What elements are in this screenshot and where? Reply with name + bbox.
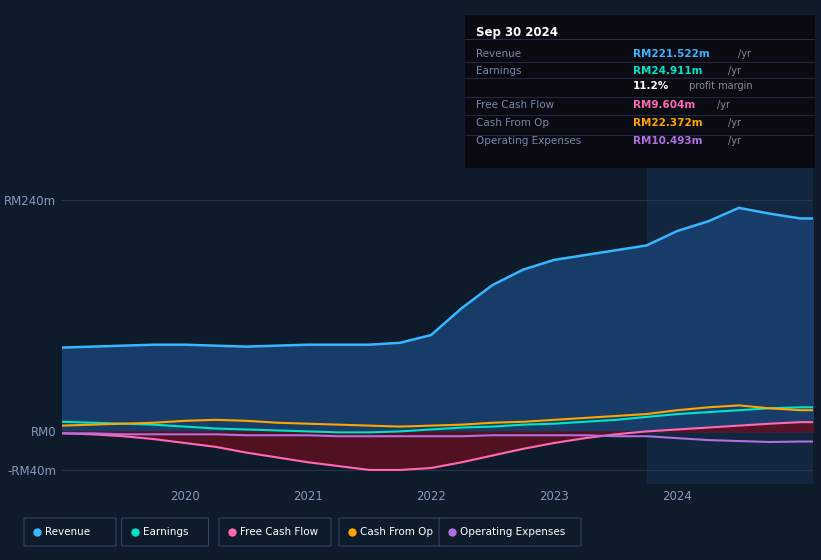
Text: Revenue: Revenue: [475, 49, 521, 59]
Text: 11.2%: 11.2%: [633, 81, 669, 91]
Text: /yr: /yr: [727, 118, 741, 128]
Text: Operating Expenses: Operating Expenses: [460, 527, 565, 537]
Text: Free Cash Flow: Free Cash Flow: [475, 100, 553, 110]
Bar: [647, 157, 821, 484]
FancyBboxPatch shape: [339, 518, 441, 546]
Text: /yr: /yr: [717, 100, 730, 110]
Text: Earnings: Earnings: [143, 527, 188, 537]
Text: Free Cash Flow: Free Cash Flow: [240, 527, 318, 537]
Text: RM22.372m: RM22.372m: [633, 118, 703, 128]
Text: RM221.522m: RM221.522m: [633, 49, 709, 59]
Text: /yr: /yr: [738, 49, 751, 59]
FancyBboxPatch shape: [122, 518, 209, 546]
Text: Earnings: Earnings: [475, 66, 521, 76]
FancyBboxPatch shape: [219, 518, 331, 546]
Text: /yr: /yr: [727, 66, 741, 76]
Text: Revenue: Revenue: [45, 527, 90, 537]
Text: /yr: /yr: [727, 136, 741, 146]
Text: Operating Expenses: Operating Expenses: [475, 136, 580, 146]
Text: Cash From Op: Cash From Op: [475, 118, 548, 128]
Text: RM10.493m: RM10.493m: [633, 136, 703, 146]
Text: RM9.604m: RM9.604m: [633, 100, 695, 110]
Text: profit margin: profit margin: [686, 81, 752, 91]
FancyBboxPatch shape: [24, 518, 116, 546]
Text: RM24.911m: RM24.911m: [633, 66, 703, 76]
Text: Sep 30 2024: Sep 30 2024: [475, 26, 557, 39]
FancyBboxPatch shape: [439, 518, 581, 546]
Text: Cash From Op: Cash From Op: [360, 527, 433, 537]
